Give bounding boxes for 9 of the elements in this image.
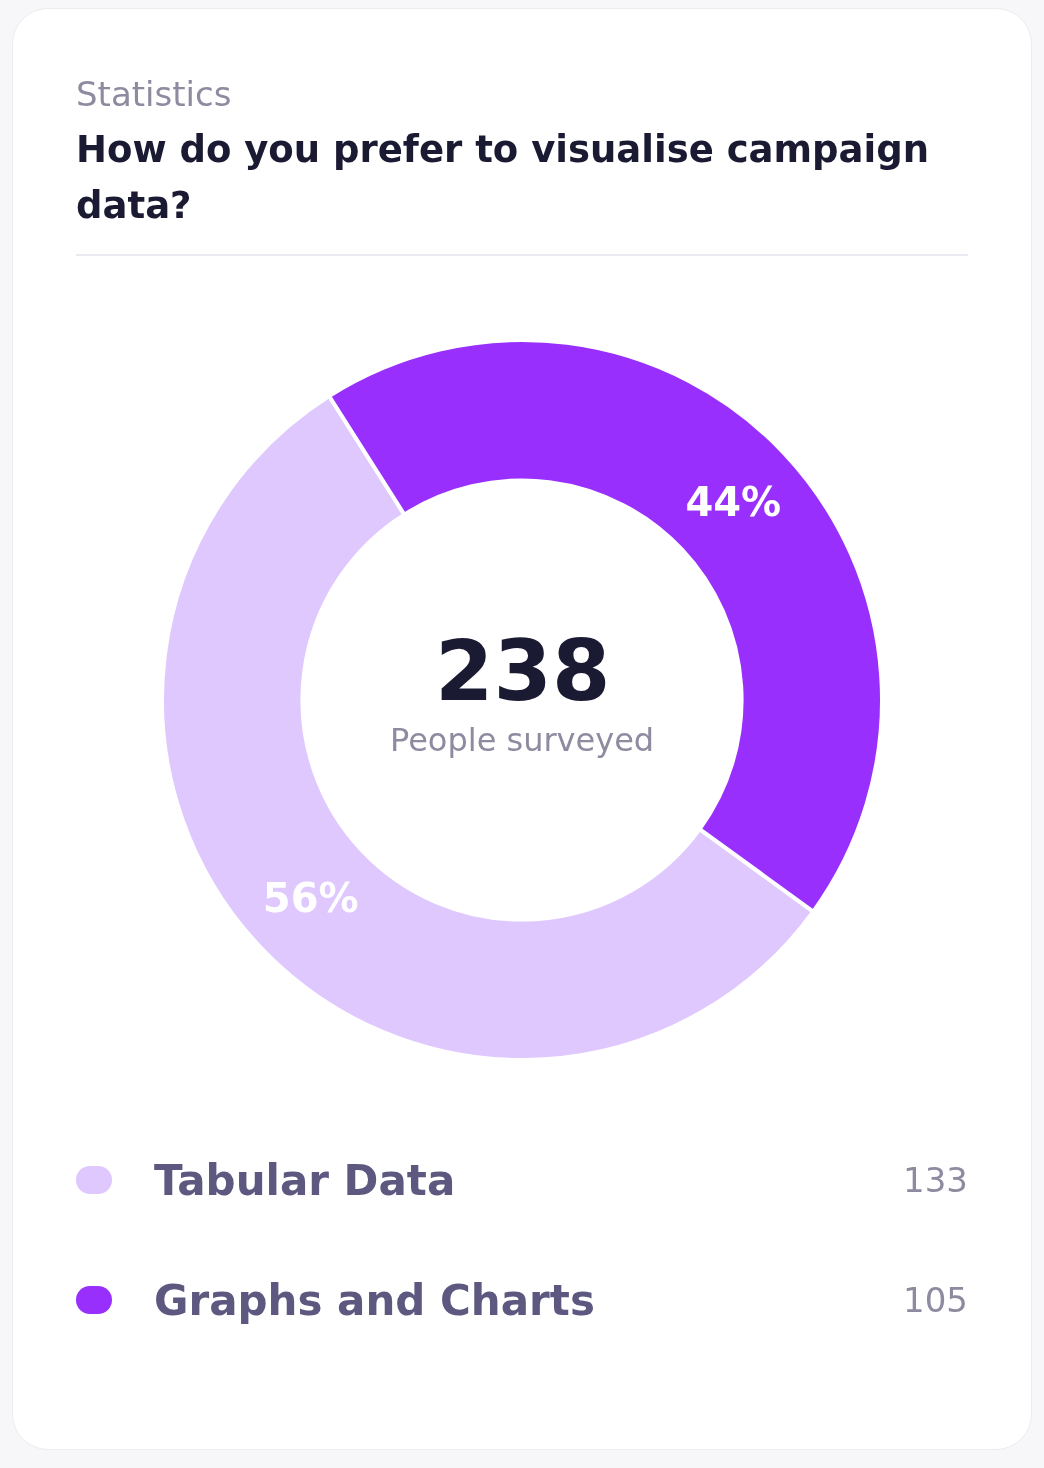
text: 238 bbox=[435, 622, 611, 720]
text: People surveyed bbox=[390, 721, 655, 759]
chart-subtitle: Statistics bbox=[76, 74, 232, 114]
chart-title: How do you prefer to visualise campaign data? bbox=[76, 127, 931, 229]
data-label: 44% bbox=[685, 478, 782, 525]
text: 105 bbox=[903, 1280, 968, 1320]
legend-label: Graphs and Charts bbox=[154, 1275, 596, 1325]
legend-label: Tabular Data bbox=[154, 1155, 457, 1205]
text: 133 bbox=[903, 1160, 968, 1200]
